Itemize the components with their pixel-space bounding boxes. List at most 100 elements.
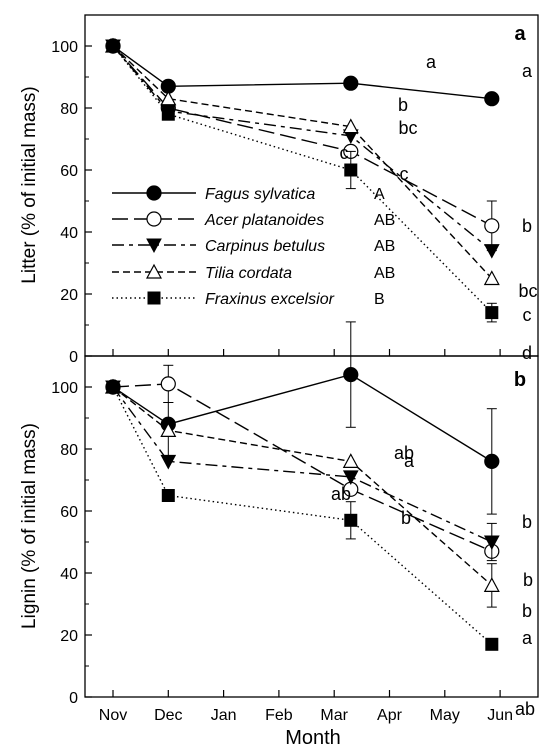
legend-label: Acer platanoides (204, 212, 324, 229)
significance-letter: c (400, 164, 409, 184)
legend-entry: Carpinus betulus AB (112, 238, 395, 255)
data-point (342, 453, 359, 468)
data-point (160, 90, 177, 106)
y-tick-label: 0 (69, 349, 78, 366)
y-tick-label: 100 (51, 39, 78, 56)
data-point (106, 39, 120, 53)
x-tick-label: May (430, 707, 460, 724)
litter-panel: a Litter (% of initial mass) 0 20 40 60 80 10… (19, 14, 539, 366)
legend-marker (146, 211, 162, 227)
data-point (343, 75, 359, 91)
legend-group-letter: AB (374, 265, 395, 282)
data-point (160, 422, 177, 437)
data-point (160, 376, 176, 392)
legend-entry: Tilia cordata AB (112, 263, 395, 282)
x-tick-label: Jan (211, 707, 237, 724)
litter-panel-label: a (514, 23, 526, 45)
data-point (161, 489, 175, 502)
lignin-panel-label: b (514, 369, 526, 391)
series-fraxinus-excelsior (106, 380, 499, 651)
significance-letter: ab (331, 484, 351, 504)
y-tick-label: 40 (60, 566, 78, 583)
legend-label: Tilia cordata (205, 265, 292, 282)
significance-letter: a (404, 451, 415, 471)
legend-marker (147, 291, 161, 305)
y-tick-label: 80 (60, 101, 78, 118)
series-line (112, 45, 493, 227)
data-point (485, 306, 499, 320)
significance-letter: b (398, 95, 408, 115)
legend-group-letter: AB (374, 238, 395, 255)
data-point (484, 453, 500, 469)
month-x-axis: Nov Dec Jan Feb Mar Apr May Jun (99, 707, 513, 724)
series-fraxinus-excelsior (106, 39, 499, 323)
data-point (483, 270, 500, 286)
series-line (112, 383, 493, 552)
significance-letter: c (340, 143, 349, 163)
y-tick-label: 80 (60, 442, 78, 459)
data-point (342, 118, 359, 134)
data-point (342, 470, 359, 485)
y-tick-label: 0 (69, 690, 78, 707)
legend-label: Carpinus betulus (205, 238, 325, 255)
significance-letter: b (522, 216, 532, 236)
data-point (344, 513, 358, 527)
significance-letter: ab (515, 699, 535, 719)
data-point (485, 637, 499, 651)
series-line (112, 386, 493, 543)
significance-letter: d (522, 343, 532, 363)
data-point (484, 91, 500, 107)
significance-letter: a (522, 61, 533, 81)
series-fagus-sylvatica (105, 321, 500, 515)
significance-letter: c (523, 305, 532, 325)
x-tick-label: Dec (154, 707, 182, 724)
legend-group-letter: A (374, 186, 385, 203)
series-line (112, 386, 493, 586)
data-point (483, 535, 500, 551)
lignin-panel: b Lignin (% of initial mass) 0 20 40 60 80 10… (19, 321, 539, 719)
data-point (483, 244, 500, 259)
series-line (112, 45, 492, 100)
data-point (483, 577, 500, 593)
legend-label: Fraxinus excelsior (205, 291, 335, 308)
legend-entry: Acer platanoides AB (112, 211, 395, 229)
series-line (112, 373, 493, 462)
lignin-y-ticks: 0 20 40 60 80 100 (51, 380, 501, 707)
litter-y-axis-label: Litter (% of initial mass) (19, 86, 40, 283)
data-point (161, 107, 175, 121)
significance-letter: b (523, 570, 533, 590)
significance-letter: bc (398, 118, 417, 138)
x-tick-label: Mar (320, 707, 348, 724)
data-point (344, 163, 358, 177)
legend-marker (146, 185, 162, 201)
significance-letter: bc (518, 281, 537, 301)
x-tick-label: Nov (99, 707, 127, 724)
legend-label: Fagus sylvatica (205, 186, 315, 203)
legend-marker (145, 263, 163, 279)
legend-group-letter: B (374, 291, 385, 308)
lignin-y-axis-label: Lignin (% of initial mass) (19, 423, 40, 629)
data-point (106, 380, 120, 394)
litter-y-ticks: 0 20 40 60 80 100 (51, 39, 501, 366)
y-tick-label: 60 (60, 504, 78, 521)
legend-entry: Fagus sylvatica A (112, 185, 385, 203)
data-point (343, 367, 359, 383)
significance-letter: ab (394, 443, 414, 463)
legend-marker (146, 238, 162, 254)
legend-entry: Fraxinus excelsior B (112, 291, 385, 308)
significance-letter: b (401, 508, 411, 528)
significance-letter: b (522, 512, 532, 532)
y-tick-label: 20 (60, 628, 78, 645)
y-tick-label: 40 (60, 225, 78, 242)
significance-letter: a (426, 52, 437, 72)
significance-letter: a (522, 628, 533, 648)
legend-group-letter: AB (374, 212, 395, 229)
series-carpinus-betulus (105, 380, 500, 562)
data-point (484, 218, 500, 234)
x-axis-label: Month (285, 727, 341, 748)
significance-letter: b (522, 601, 532, 621)
